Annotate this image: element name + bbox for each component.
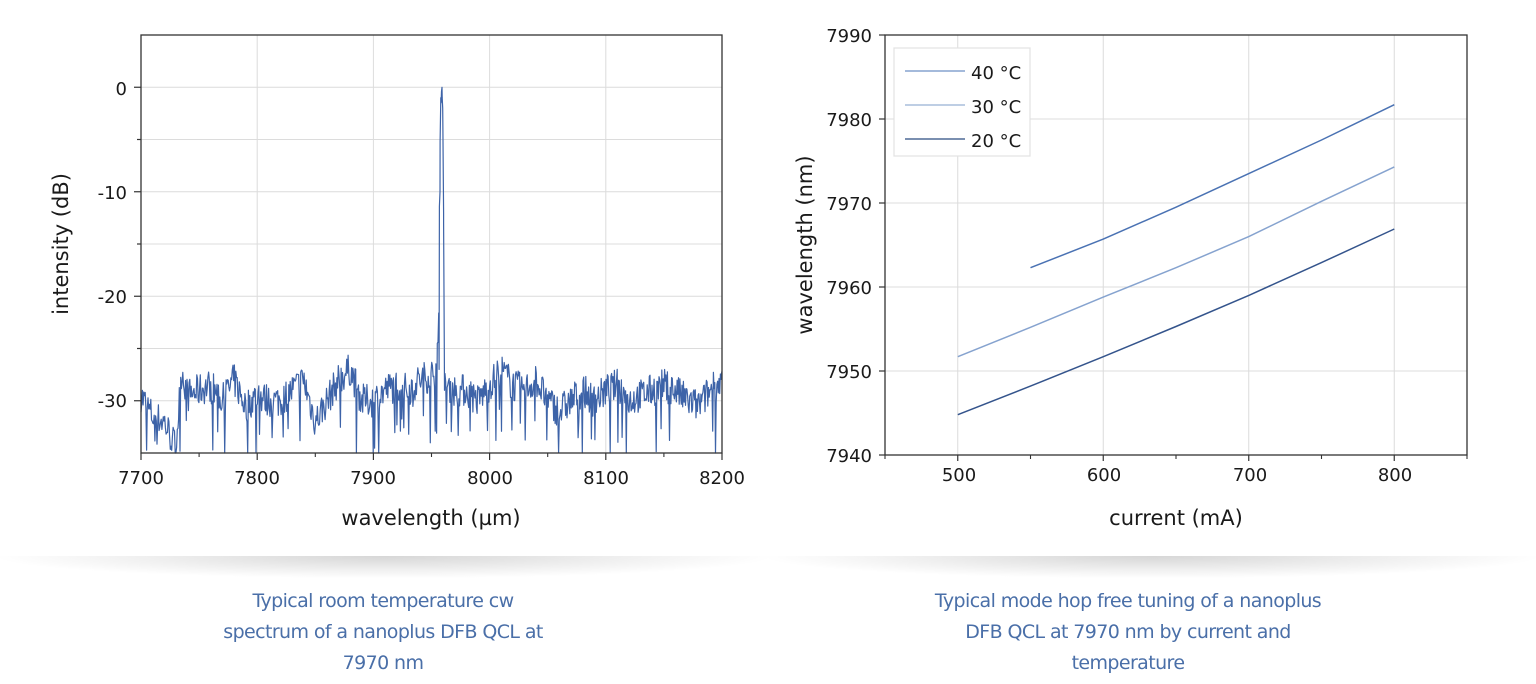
- x-tick-labels: 500 600 700 800: [942, 465, 1412, 486]
- tuning-caption: Typical mode hop free tuning of a nanopl…: [868, 586, 1388, 679]
- axis-ticks: [879, 34, 1468, 461]
- legend-label-40C: 40 °C: [971, 63, 1021, 84]
- y-tick-label: -20: [98, 287, 127, 308]
- spectrum-caption: Typical room temperature cw spectrum of …: [188, 586, 578, 679]
- y-tick-label: 7940: [826, 446, 872, 467]
- x-tick-label: 8000: [467, 468, 513, 489]
- x-tick-label: 500: [942, 465, 976, 486]
- spectrum-line: [140, 86, 723, 454]
- spectrum-polyline: [140, 86, 723, 454]
- x-tick-label: 8100: [583, 468, 629, 489]
- caption-line: Typical room temperature cw: [252, 590, 514, 612]
- tuning-chart: 7990 7980 7970 7960 7950 7940 500 600 70…: [793, 26, 1468, 530]
- caption-line: Typical mode hop free tuning of a nanopl…: [934, 590, 1322, 612]
- x-axis-title: wavelength (µm): [341, 506, 520, 530]
- caption-line: spectrum of a nanoplus DFB QCL at: [223, 621, 543, 643]
- x-tick-label: 800: [1378, 465, 1412, 486]
- caption-divider-shadow: [0, 556, 768, 578]
- legend: 40 °C 30 °C 20 °C: [893, 47, 1031, 157]
- grid-lines: [140, 35, 723, 453]
- x-tick-label: 8200: [699, 468, 745, 489]
- spectrum-panel: 0 -10 -20 -30 7700 7800 7900 8000 8100 8…: [0, 34, 768, 679]
- y-tick-label: -10: [98, 183, 127, 204]
- line-20C: [957, 228, 1395, 416]
- y-axis-title: intensity (dB): [49, 173, 73, 315]
- y-tick-label: 7980: [826, 110, 872, 131]
- caption-line: 7970 nm: [342, 652, 424, 674]
- caption-line: temperature: [1071, 652, 1185, 674]
- axis-ticks: [134, 86, 723, 460]
- x-tick-label: 7900: [350, 468, 396, 489]
- x-tick-label: 600: [1087, 465, 1121, 486]
- x-tick-labels: 7700 7800 7900 8000 8100 8200: [118, 468, 745, 489]
- y-tick-labels: 0 -10 -20 -30: [98, 79, 127, 412]
- y-tick-label: 0: [116, 79, 127, 100]
- tuning-panel: 7990 7980 7970 7960 7950 7940 500 600 70…: [768, 0, 1536, 684]
- legend-label-30C: 30 °C: [971, 97, 1021, 118]
- x-axis-title: current (mA): [1109, 506, 1243, 530]
- caption-divider-shadow: [768, 556, 1536, 578]
- line-40C: [1030, 104, 1395, 269]
- y-tick-label: -30: [98, 391, 127, 412]
- x-tick-label: 7800: [234, 468, 280, 489]
- y-tick-label: 7970: [826, 194, 872, 215]
- tuning-lines: [957, 104, 1395, 416]
- line-30C: [957, 166, 1395, 358]
- y-axis-title: wavelength (nm): [793, 155, 817, 334]
- spectrum-chart: 0 -10 -20 -30 7700 7800 7900 8000 8100 8…: [49, 34, 745, 530]
- y-tick-label: 7990: [826, 26, 872, 47]
- y-tick-labels: 7990 7980 7970 7960 7950 7940: [826, 26, 872, 467]
- legend-label-20C: 20 °C: [971, 131, 1021, 152]
- legend-box: [893, 47, 1031, 157]
- x-tick-label: 700: [1233, 465, 1267, 486]
- caption-line: DFB QCL at 7970 nm by current and: [965, 621, 1291, 643]
- y-tick-label: 7950: [826, 362, 872, 383]
- x-tick-label: 7700: [118, 468, 164, 489]
- y-tick-label: 7960: [826, 278, 872, 299]
